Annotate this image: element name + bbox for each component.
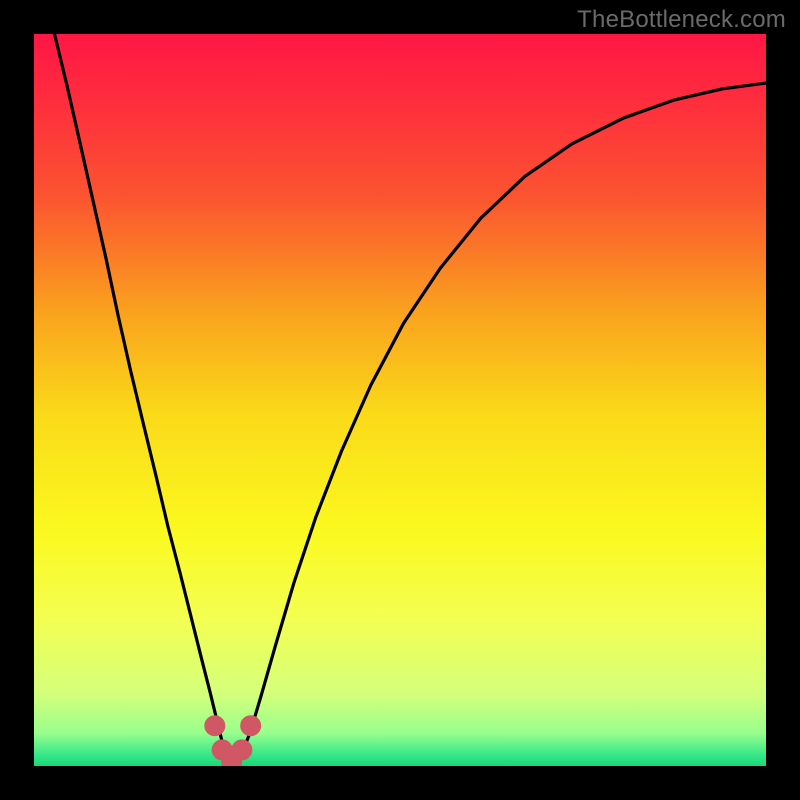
watermark-label: TheBottleneck.com [577, 6, 786, 34]
gradient-background [34, 34, 766, 766]
chart-stage: TheBottleneck.com [0, 0, 800, 800]
valley-marker [241, 716, 261, 736]
plot-area [34, 34, 766, 766]
valley-marker [205, 716, 225, 736]
valley-marker [232, 740, 252, 760]
